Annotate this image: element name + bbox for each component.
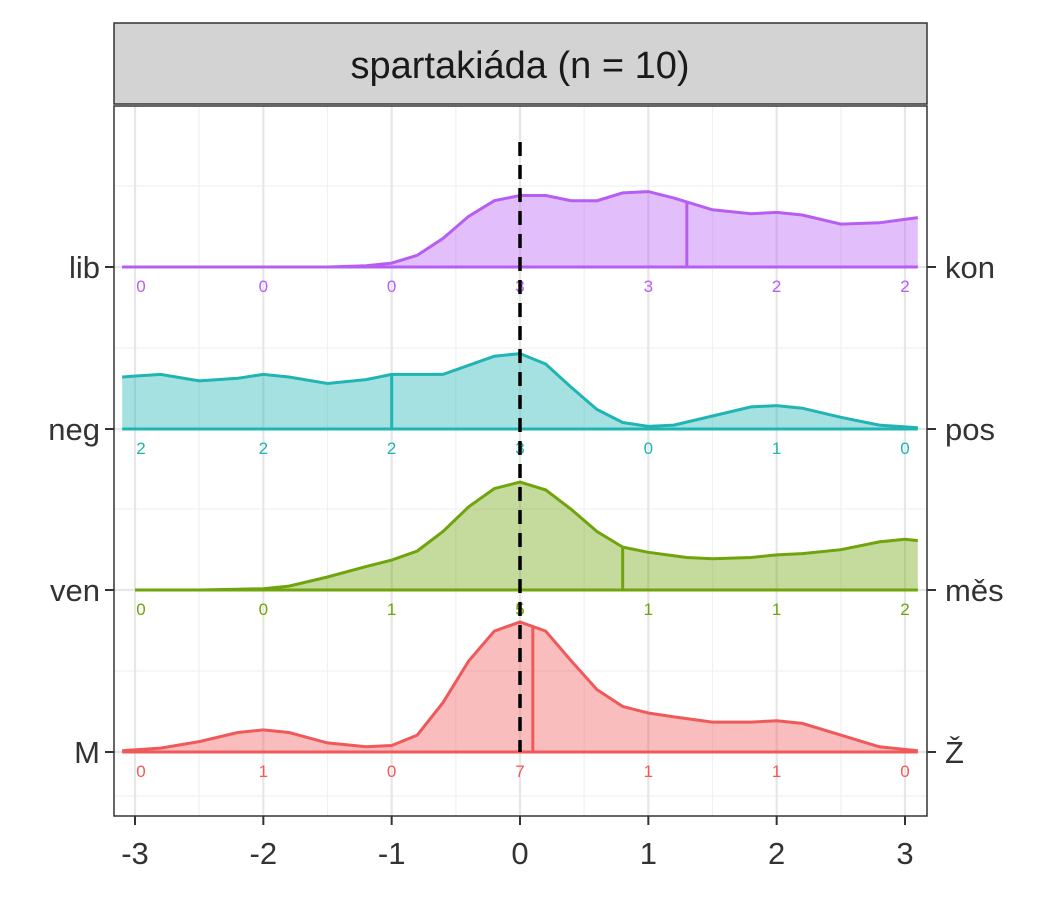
count-label-lib: 2 — [772, 277, 781, 296]
y-tick-label-left: ven — [50, 573, 100, 608]
y-tick-label-left: lib — [69, 250, 100, 285]
y-tick-label-right: kon — [945, 250, 995, 285]
count-label-lib: 2 — [900, 277, 909, 296]
x-tick-label: -2 — [250, 836, 278, 871]
y-tick-label-right: pos — [945, 412, 995, 447]
chart-title: spartakiáda (n = 10) — [350, 45, 689, 87]
x-tick-label: -3 — [121, 836, 149, 871]
count-label-ven: 0 — [136, 600, 145, 619]
count-label-neg: 2 — [259, 439, 268, 458]
x-tick-label: 3 — [896, 836, 913, 871]
count-label-neg: 0 — [644, 439, 653, 458]
x-tick-label: 1 — [640, 836, 657, 871]
density-area-lib — [122, 191, 918, 267]
count-label-M: 0 — [136, 762, 145, 781]
ridge-ven: 0015112 — [135, 480, 918, 619]
count-label-ven: 1 — [387, 600, 396, 619]
density-area-neg — [122, 353, 918, 429]
count-label-M: 7 — [515, 762, 524, 781]
count-label-ven: 2 — [900, 600, 909, 619]
x-tick-label: 2 — [768, 836, 785, 871]
count-label-M: 0 — [900, 762, 909, 781]
x-tick-label: -1 — [378, 836, 406, 871]
strip-background — [113, 22, 928, 105]
x-tick-label: 0 — [511, 836, 528, 871]
y-tick-label-left: neg — [48, 412, 100, 447]
ridges: 0107110001511222230100003322 — [122, 190, 919, 781]
count-label-M: 1 — [772, 762, 781, 781]
count-label-M: 1 — [644, 762, 653, 781]
count-label-lib: 0 — [136, 277, 145, 296]
density-area-ven — [135, 482, 918, 590]
y-tick-label-right: Ž — [945, 735, 964, 770]
density-area-M — [122, 622, 918, 752]
count-label-ven: 1 — [644, 600, 653, 619]
y-tick-label-left: M — [74, 735, 100, 770]
count-label-ven: 1 — [772, 600, 781, 619]
density-line-ven — [135, 480, 918, 592]
count-label-neg: 2 — [387, 439, 396, 458]
y-tick-label-right: měs — [945, 573, 1004, 608]
count-label-M: 0 — [387, 762, 396, 781]
density-line-lib — [122, 190, 919, 269]
count-label-ven: 0 — [259, 600, 268, 619]
count-label-lib: 0 — [259, 277, 268, 296]
density-line-M — [122, 620, 918, 753]
count-label-M: 1 — [259, 762, 268, 781]
count-label-neg: 0 — [900, 439, 909, 458]
count-label-lib: 3 — [644, 277, 653, 296]
count-label-lib: 0 — [387, 277, 396, 296]
count-label-neg: 2 — [136, 439, 145, 458]
count-label-neg: 1 — [772, 439, 781, 458]
